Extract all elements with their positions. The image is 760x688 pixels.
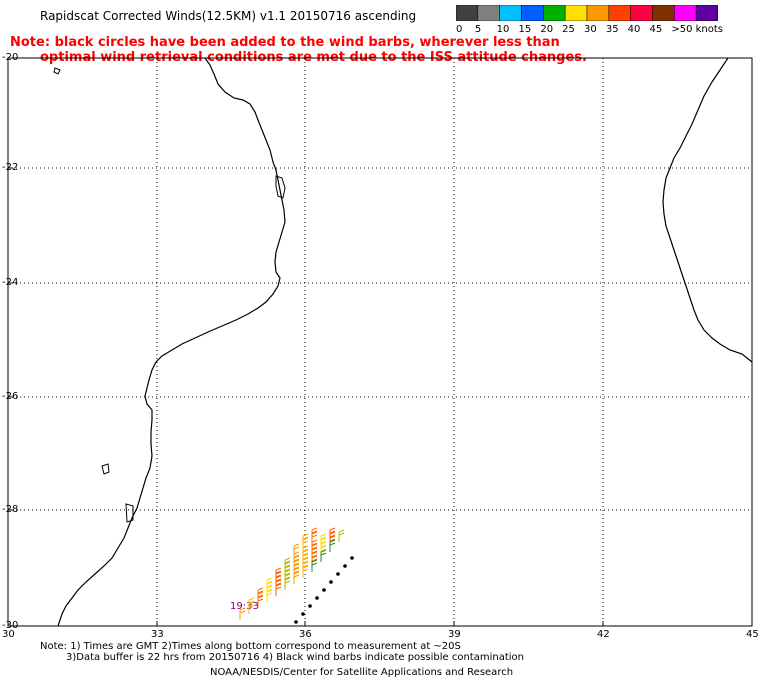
colorbar-label: 5 [474, 24, 482, 35]
longitude-label: 39 [448, 629, 461, 640]
latitude-label: -20 [2, 52, 19, 63]
footnote-line-2: 3)Data buffer is 22 hrs from 20150716 4)… [66, 652, 524, 663]
latitude-label: -24 [2, 277, 19, 288]
contamination-marker [301, 612, 305, 616]
colorbar-label: 10 [496, 24, 510, 35]
wind-barb [311, 559, 318, 572]
contamination-marker [343, 564, 347, 568]
wind-barb [338, 529, 345, 542]
axis-ticks [7, 57, 753, 627]
wind-barb [248, 601, 255, 614]
contamination-marker [336, 572, 340, 576]
wind-barb [257, 595, 264, 608]
contamination-marker [322, 588, 326, 592]
madagascar-coastline [662, 57, 753, 363]
note-line-1: Note: black circles have been added to t… [10, 35, 560, 50]
colorbar-label: 15 [518, 24, 532, 35]
wind-barb [284, 577, 291, 590]
contamination-marker [329, 580, 333, 584]
orbit-time-label: 19:33 [230, 601, 259, 612]
africa-coastline [57, 57, 286, 627]
longitude-label: 33 [151, 629, 164, 640]
latitude-label: -28 [2, 504, 19, 515]
longitude-label: 36 [299, 629, 312, 640]
colorbar-label: 30 [584, 24, 597, 35]
colorbar-label: 25 [562, 24, 575, 35]
latitude-label: -26 [2, 391, 19, 402]
longitude-label: 30 [2, 629, 15, 640]
colorbar-label: 20 [540, 24, 554, 35]
map-frame [7, 57, 753, 627]
contamination-marker [350, 556, 354, 560]
coast-feature-2 [125, 503, 134, 523]
wind-barb [239, 607, 246, 620]
colorbar-label: >50 knots [671, 24, 723, 35]
longitude-label: 45 [746, 629, 759, 640]
wind-barb [275, 583, 282, 596]
wind-map: 19:33 [7, 57, 753, 627]
map-title: Rapidscat Corrected Winds(12.5KM) v1.1 2… [40, 9, 417, 23]
coast-feature-1 [101, 463, 110, 475]
wind-barb [293, 571, 300, 584]
wind-barb [320, 549, 327, 562]
longitude-label: 42 [597, 629, 610, 640]
colorbar-label: 0 [456, 24, 463, 35]
contamination-marker [294, 620, 298, 624]
contamination-marker [315, 596, 319, 600]
latitude-label: -30 [2, 620, 19, 631]
wind-barbs [239, 527, 354, 624]
colorbar-label: 40 [627, 24, 641, 35]
graticule [8, 58, 752, 626]
latitude-label: -22 [2, 162, 19, 173]
wind-barb [302, 565, 309, 578]
colorbar-label: 45 [649, 24, 663, 35]
island-small-1 [53, 67, 61, 75]
wind-speed-colorbar: 0 5 10 15 20 25 30 35 40 45 >50 knots [455, 4, 723, 35]
credit-line: NOAA/NESDIS/Center for Satellite Applica… [210, 667, 514, 678]
africa-lake [275, 175, 286, 199]
colorbar-label: 35 [605, 24, 619, 35]
contamination-marker [308, 604, 312, 608]
footnote-line-1: Note: 1) Times are GMT 2)Times along bot… [40, 641, 461, 652]
wind-barb [266, 589, 273, 602]
wind-barb [329, 539, 336, 552]
